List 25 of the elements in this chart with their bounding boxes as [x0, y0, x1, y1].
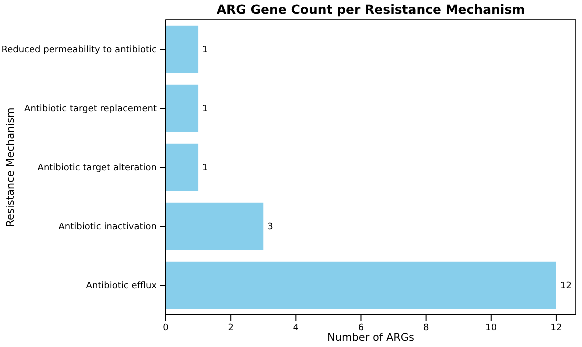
bar [166, 262, 556, 310]
bar [166, 202, 264, 250]
x-tick-label: 2 [228, 323, 234, 334]
data-label: 1 [202, 164, 208, 174]
x-tick-label: 10 [486, 323, 498, 334]
y-tick-label: Reduced permeability to antibiotic [2, 45, 158, 56]
bar [166, 26, 199, 74]
chart-title: ARG Gene Count per Resistance Mechanism [216, 2, 526, 17]
x-tick-label: 8 [423, 323, 430, 334]
y-axis-title: Resistance Mechanism [5, 108, 17, 228]
data-label: 12 [560, 282, 572, 292]
x-tick-label: 6 [358, 323, 364, 334]
y-tick-label: Antibiotic target alteration [38, 163, 157, 174]
bar [166, 84, 199, 132]
bar [166, 144, 199, 192]
x-tick-label: 0 [163, 323, 170, 334]
y-tick-label: Antibiotic target replacement [24, 104, 158, 114]
x-tick-label: 12 [550, 323, 562, 334]
data-label: 1 [202, 46, 208, 56]
data-label: 3 [268, 222, 274, 233]
x-tick-label: 4 [293, 323, 300, 334]
y-tick-label: Antibiotic inactivation [58, 222, 157, 232]
x-axis-title: Number of ARGs [327, 332, 415, 344]
y-tick-label: Antibiotic efflux [86, 281, 158, 292]
data-label: 1 [202, 104, 208, 115]
